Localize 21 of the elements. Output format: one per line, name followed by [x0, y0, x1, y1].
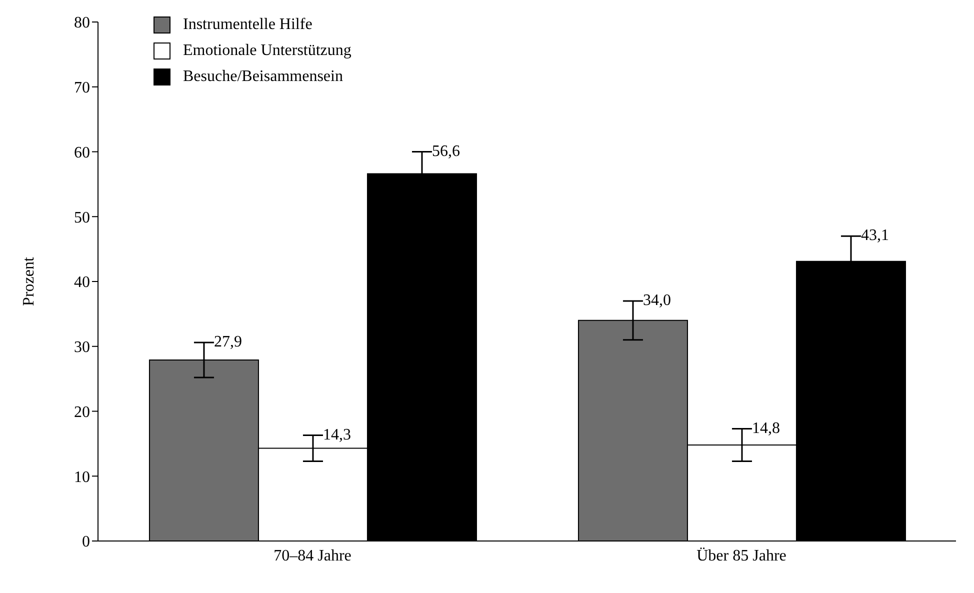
y-axis-title: Prozent [20, 256, 38, 306]
data-label: 34,0 [642, 292, 671, 309]
y-tick-label: 70 [74, 80, 90, 97]
y-tick-label: 30 [74, 339, 90, 356]
legend-label: Besuche/Beisammensein [183, 68, 343, 86]
data-label: 14,8 [752, 420, 780, 437]
x-tick-label: Über 85 Jahre [696, 547, 786, 564]
data-label: 56,6 [432, 142, 460, 160]
x-tick-label: 70–84 Jahre [274, 547, 352, 564]
legend-label: Instrumentelle Hilfe [183, 16, 312, 34]
y-tick-label: 80 [74, 14, 90, 32]
y-tick-label: 0 [82, 534, 90, 551]
y-tick-label: 20 [74, 404, 90, 421]
legend-label: Emotionale Unterstützung [183, 42, 352, 60]
y-tick-label: 10 [74, 468, 90, 486]
data-label: 43,1 [860, 227, 889, 244]
data-label: 14,3 [322, 426, 351, 444]
y-tick-label: 60 [74, 144, 90, 162]
data-label: 27,9 [214, 333, 242, 350]
y-tick-label: 40 [74, 274, 90, 292]
y-tick-label: 50 [74, 209, 90, 226]
